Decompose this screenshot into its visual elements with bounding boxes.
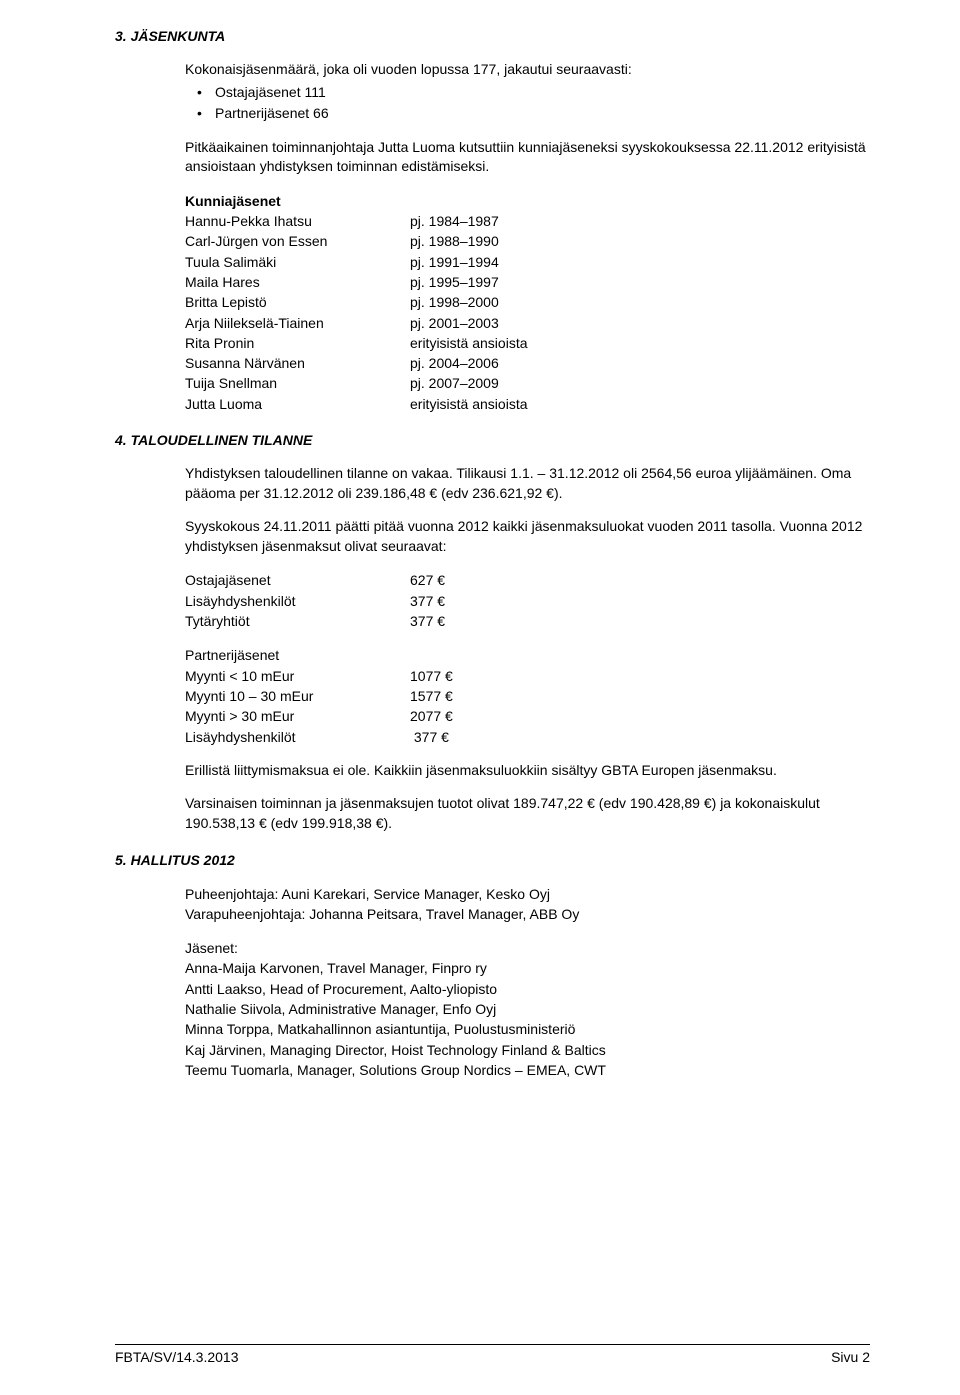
kunniajasenet-table: Kunniajäsenet Hannu-Pekka Ihatsupj. 1984… — [185, 191, 528, 414]
section-4-heading: 4. TALOUDELLINEN TILANNE — [115, 432, 870, 448]
fee-amount: 377 € — [410, 727, 453, 747]
member-term: pj. 2001–2003 — [410, 313, 528, 333]
bullet-item: Partnerijäsenet 66 — [185, 103, 870, 124]
footer-left: FBTA/SV/14.3.2013 — [115, 1349, 238, 1365]
section-4-para1: Yhdistyksen taloudellinen tilanne on vak… — [185, 464, 870, 503]
fee-label: Tytäryhtiöt — [185, 611, 410, 631]
section-4-para2: Syyskokous 24.11.2011 päätti pitää vuonn… — [185, 517, 870, 556]
member-term: pj. 1988–1990 — [410, 231, 528, 251]
footer-rule — [115, 1344, 870, 1345]
section-4-para4: Varsinaisen toiminnan ja jäsenmaksujen t… — [185, 794, 870, 833]
member-term: erityisistä ansioista — [410, 394, 528, 414]
fee-amount: 377 € — [410, 611, 445, 631]
fee-amount: 1577 € — [410, 686, 453, 706]
member-line: Minna Torppa, Matkahallinnon asiantuntij… — [185, 1019, 870, 1039]
fee-amount: 1077 € — [410, 666, 453, 686]
fee-label: Lisäyhdyshenkilöt — [185, 727, 410, 747]
member-name: Hannu-Pekka Ihatsu — [185, 211, 410, 231]
fee-label: Lisäyhdyshenkilöt — [185, 591, 410, 611]
section-3-intro: Kokonaisjäsenmäärä, joka oli vuoden lopu… — [185, 60, 870, 80]
member-term: erityisistä ansioista — [410, 333, 528, 353]
member-term: pj. 1984–1987 — [410, 211, 528, 231]
member-name: Arja Niilekselä-Tiainen — [185, 313, 410, 333]
member-line: Antti Laakso, Head of Procurement, Aalto… — [185, 979, 870, 999]
section-5-heading: 5. HALLITUS 2012 — [115, 852, 870, 868]
fees-table-2: Partnerijäsenet Myynti < 10 mEur1077 € M… — [185, 645, 453, 746]
kunniajasenet-title: Kunniajäsenet — [185, 191, 410, 211]
section-4-para3: Erillistä liittymismaksua ei ole. Kaikki… — [185, 761, 870, 781]
member-name: Maila Hares — [185, 272, 410, 292]
member-term: pj. 1995–1997 — [410, 272, 528, 292]
fee-amount: 2077 € — [410, 706, 453, 726]
member-line: Teemu Tuomarla, Manager, Solutions Group… — [185, 1060, 870, 1080]
fee-amount: 377 € — [410, 591, 445, 611]
fee-label: Myynti < 10 mEur — [185, 666, 410, 686]
member-line: Kaj Järvinen, Managing Director, Hoist T… — [185, 1040, 870, 1060]
member-name: Tuija Snellman — [185, 373, 410, 393]
section-3-bullets: Ostajajäsenet 111 Partnerijäsenet 66 — [185, 82, 870, 124]
fees-table-1: Ostajajäsenet627 € Lisäyhdyshenkilöt377 … — [185, 570, 445, 631]
member-line: Anna-Maija Karvonen, Travel Manager, Fin… — [185, 958, 870, 978]
member-name: Carl-Jürgen von Essen — [185, 231, 410, 251]
fee-label: Myynti 10 – 30 mEur — [185, 686, 410, 706]
member-name: Rita Pronin — [185, 333, 410, 353]
member-name: Susanna Närvänen — [185, 353, 410, 373]
fees2-title: Partnerijäsenet — [185, 645, 410, 665]
vicechair-line: Varapuheenjohtaja: Johanna Peitsara, Tra… — [185, 904, 870, 924]
fee-label: Ostajajäsenet — [185, 570, 410, 590]
member-name: Britta Lepistö — [185, 292, 410, 312]
member-name: Tuula Salimäki — [185, 252, 410, 272]
page-footer: FBTA/SV/14.3.2013 Sivu 2 — [115, 1344, 870, 1365]
fee-amount: 627 € — [410, 570, 445, 590]
member-name: Jutta Luoma — [185, 394, 410, 414]
fee-label: Myynti > 30 mEur — [185, 706, 410, 726]
member-term: pj. 1991–1994 — [410, 252, 528, 272]
member-term: pj. 1998–2000 — [410, 292, 528, 312]
members-title: Jäsenet: — [185, 938, 870, 958]
bullet-item: Ostajajäsenet 111 — [185, 82, 870, 103]
member-line: Nathalie Siivola, Administrative Manager… — [185, 999, 870, 1019]
section-3-heading: 3. JÄSENKUNTA — [115, 28, 870, 44]
footer-right: Sivu 2 — [831, 1349, 870, 1365]
chair-line: Puheenjohtaja: Auni Karekari, Service Ma… — [185, 884, 870, 904]
section-3-para2: Pitkäaikainen toiminnanjohtaja Jutta Luo… — [185, 138, 870, 177]
member-term: pj. 2007–2009 — [410, 373, 528, 393]
member-term: pj. 2004–2006 — [410, 353, 528, 373]
